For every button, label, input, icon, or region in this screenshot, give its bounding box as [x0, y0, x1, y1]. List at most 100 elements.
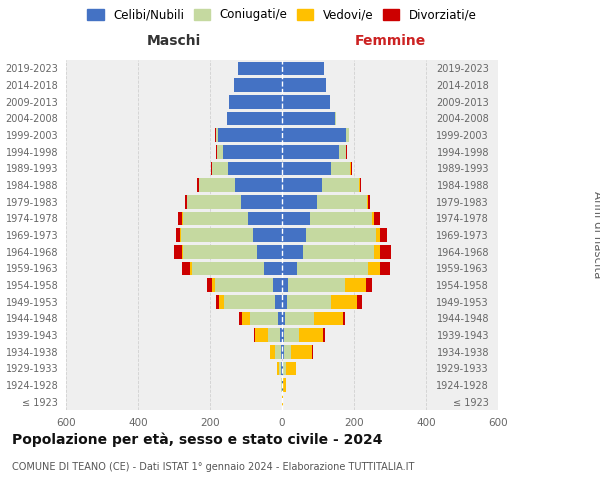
- Bar: [367, 195, 368, 208]
- Bar: [372, 212, 374, 225]
- Bar: [282, 145, 339, 158]
- Bar: [219, 295, 224, 308]
- Bar: [314, 312, 343, 325]
- Bar: [238, 62, 282, 75]
- Bar: [215, 128, 216, 142]
- Bar: [284, 345, 291, 358]
- Bar: [229, 95, 282, 108]
- Bar: [282, 362, 283, 375]
- Bar: [217, 145, 223, 158]
- Bar: [331, 162, 350, 175]
- Bar: [254, 328, 255, 342]
- Bar: [280, 362, 281, 375]
- Bar: [277, 362, 280, 375]
- Bar: [197, 178, 199, 192]
- Bar: [312, 345, 313, 358]
- Bar: [176, 228, 181, 242]
- Bar: [303, 245, 374, 258]
- Text: Maschi: Maschi: [147, 34, 201, 48]
- Bar: [250, 312, 278, 325]
- Bar: [282, 312, 285, 325]
- Bar: [228, 162, 282, 175]
- Bar: [282, 195, 317, 208]
- Bar: [239, 312, 242, 325]
- Bar: [282, 112, 335, 125]
- Bar: [212, 162, 228, 175]
- Bar: [218, 128, 282, 142]
- Bar: [270, 345, 275, 358]
- Bar: [208, 278, 212, 292]
- Bar: [374, 212, 380, 225]
- Bar: [248, 212, 282, 225]
- Bar: [380, 228, 388, 242]
- Bar: [257, 245, 282, 258]
- Legend: Celibi/Nubili, Coniugati/e, Vedovi/e, Divorziati/e: Celibi/Nubili, Coniugati/e, Vedovi/e, Di…: [87, 8, 477, 22]
- Bar: [282, 328, 284, 342]
- Bar: [223, 145, 282, 158]
- Bar: [368, 262, 380, 275]
- Bar: [212, 278, 215, 292]
- Bar: [241, 195, 282, 208]
- Bar: [346, 145, 347, 158]
- Bar: [346, 278, 366, 292]
- Bar: [323, 328, 325, 342]
- Bar: [357, 295, 362, 308]
- Bar: [287, 295, 331, 308]
- Bar: [182, 245, 183, 258]
- Bar: [181, 228, 253, 242]
- Bar: [281, 345, 282, 358]
- Bar: [282, 212, 310, 225]
- Bar: [322, 178, 359, 192]
- Bar: [282, 162, 331, 175]
- Bar: [234, 78, 282, 92]
- Bar: [183, 212, 248, 225]
- Bar: [289, 278, 346, 292]
- Bar: [310, 212, 372, 225]
- Bar: [242, 312, 250, 325]
- Bar: [291, 345, 312, 358]
- Bar: [282, 95, 330, 108]
- Bar: [275, 295, 282, 308]
- Bar: [227, 112, 282, 125]
- Bar: [307, 228, 376, 242]
- Bar: [175, 245, 182, 258]
- Bar: [282, 228, 307, 242]
- Bar: [376, 228, 380, 242]
- Bar: [285, 312, 314, 325]
- Y-axis label: Fasce di età: Fasce di età: [0, 200, 1, 270]
- Bar: [286, 362, 296, 375]
- Bar: [366, 278, 372, 292]
- Bar: [282, 262, 297, 275]
- Bar: [178, 212, 182, 225]
- Bar: [380, 245, 391, 258]
- Bar: [185, 195, 187, 208]
- Bar: [374, 245, 380, 258]
- Bar: [264, 262, 282, 275]
- Bar: [253, 228, 282, 242]
- Bar: [275, 345, 281, 358]
- Bar: [187, 195, 241, 208]
- Bar: [224, 295, 275, 308]
- Bar: [282, 128, 346, 142]
- Bar: [216, 295, 219, 308]
- Bar: [268, 328, 280, 342]
- Text: Anni di nascita: Anni di nascita: [590, 192, 600, 278]
- Bar: [192, 262, 264, 275]
- Bar: [360, 178, 361, 192]
- Bar: [215, 278, 273, 292]
- Bar: [282, 378, 283, 392]
- Bar: [331, 295, 357, 308]
- Bar: [283, 378, 286, 392]
- Bar: [282, 345, 284, 358]
- Text: Popolazione per età, sesso e stato civile - 2024: Popolazione per età, sesso e stato civil…: [12, 432, 383, 447]
- Bar: [297, 262, 368, 275]
- Bar: [255, 328, 268, 342]
- Bar: [368, 195, 370, 208]
- Bar: [284, 328, 299, 342]
- Bar: [317, 195, 367, 208]
- Bar: [235, 178, 282, 192]
- Bar: [273, 278, 282, 292]
- Bar: [351, 162, 352, 175]
- Bar: [182, 262, 190, 275]
- Bar: [339, 145, 346, 158]
